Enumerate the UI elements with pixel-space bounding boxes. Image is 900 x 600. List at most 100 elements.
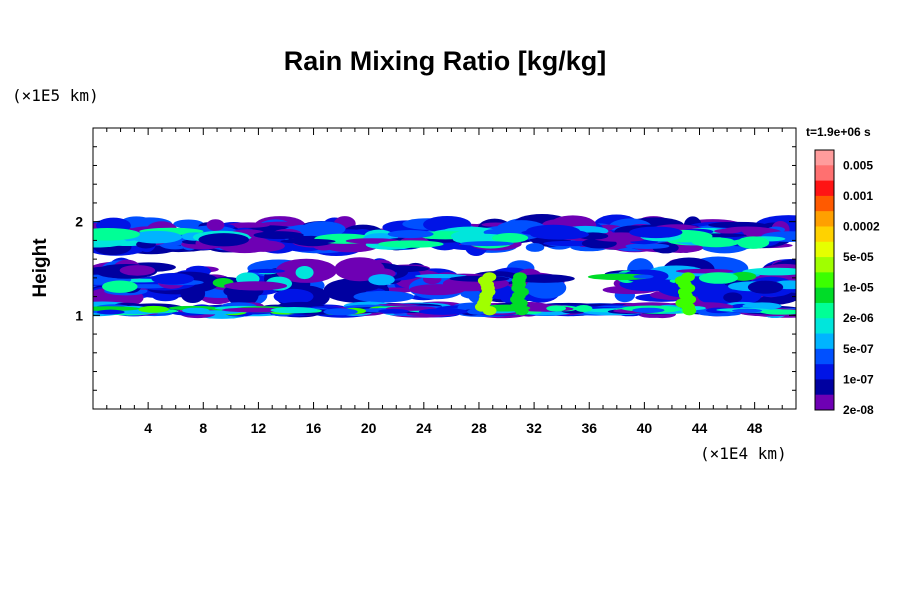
colorbar-swatch <box>815 318 834 334</box>
colorbar-swatch <box>815 165 834 181</box>
x-tick-label: 20 <box>361 420 377 436</box>
lower-layer-core <box>632 307 665 313</box>
middle-layer-core <box>119 265 156 276</box>
upper-layer-core <box>460 241 514 247</box>
colorbar-label: 2e-06 <box>843 311 874 325</box>
middle-layer-core <box>224 281 288 291</box>
colorbar: 0.005 0.001 0.0002 5e-05 1e-05 2e-06 5e-07 1e-0… <box>814 149 880 417</box>
middle-layer-core <box>415 273 467 279</box>
upper-layer-core <box>714 228 742 234</box>
chart-title: Rain Mixing Ratio [kg/kg] <box>283 46 607 76</box>
middle-layer-core <box>151 273 194 285</box>
colorbar-swatch <box>815 348 834 365</box>
colorbar-label: 5e-07 <box>843 342 874 356</box>
middle-layer-core <box>513 274 575 283</box>
colorbar-swatch <box>815 257 834 273</box>
x-scale-label: (×1E4 km) <box>700 444 787 463</box>
colorbar-label: 1e-07 <box>843 372 874 386</box>
upper-layer-core <box>387 230 434 239</box>
convective-tower <box>513 272 527 282</box>
upper-layer-core <box>253 231 304 240</box>
colorbar-label: 0.005 <box>843 158 873 172</box>
colorbar-label: 0.0002 <box>843 219 880 233</box>
lower-layer-core <box>221 307 288 313</box>
colorbar-swatch <box>815 302 834 319</box>
colorbar-label: 5e-05 <box>843 250 874 264</box>
x-tick-label: 36 <box>581 420 597 436</box>
lower-layer-core <box>188 310 241 315</box>
colorbar-label: 1e-05 <box>843 281 874 295</box>
lower-layer-core <box>270 306 318 314</box>
colorbar-swatch <box>815 226 834 243</box>
colorbar-swatch <box>815 150 834 166</box>
middle-layer-core <box>747 280 784 294</box>
lower-layer-core <box>418 308 469 315</box>
lower-layer-core <box>546 305 567 312</box>
middle-layer-cell <box>723 292 743 303</box>
x-tick-label: 24 <box>416 420 432 436</box>
middle-layer-core <box>698 272 738 284</box>
colorbar-swatch <box>815 211 834 227</box>
x-tick-label: 40 <box>637 420 653 436</box>
x-tick-label: 8 <box>199 420 207 436</box>
upper-layer-cell <box>625 243 670 249</box>
rain-field <box>93 214 796 319</box>
lower-layer-core <box>138 305 170 313</box>
colorbar-swatch <box>815 379 834 396</box>
upper-layer-core <box>491 233 529 243</box>
colorbar-swatch <box>815 394 834 411</box>
upper-layer-cell <box>525 243 545 252</box>
lower-layer-cell <box>742 302 782 310</box>
x-tick-label: 28 <box>471 420 487 436</box>
middle-layer-core <box>633 274 654 279</box>
x-tick-label: 4 <box>144 420 152 436</box>
upper-layer-core <box>629 226 683 239</box>
lower-layer-core <box>378 308 409 314</box>
colorbar-swatch <box>815 364 834 380</box>
convective-tower <box>681 272 695 282</box>
y-tick-label: 1 <box>75 307 83 323</box>
lower-layer-cell <box>698 311 741 317</box>
x-tick-label: 48 <box>747 420 763 436</box>
upper-layer-cell <box>206 219 225 231</box>
colorbar-swatch <box>815 272 834 288</box>
colorbar-swatch <box>815 180 834 197</box>
middle-layer-cell <box>353 290 415 303</box>
y-tick-label: 2 <box>75 214 83 230</box>
middle-layer-core <box>587 273 652 281</box>
middle-layer-core <box>102 280 138 293</box>
colorbar-swatch <box>815 241 834 258</box>
x-tick-label: 16 <box>306 420 322 436</box>
colorbar-swatch <box>815 333 834 350</box>
upper-layer-core <box>280 238 336 244</box>
middle-layer-core <box>348 281 380 292</box>
middle-layer-cell <box>273 288 314 305</box>
middle-layer-core <box>248 268 286 274</box>
upper-layer-core <box>198 233 249 247</box>
colorbar-swatch <box>815 195 834 212</box>
time-label: t=1.9e+06 s <box>806 125 871 139</box>
y-scale-label: (×1E5 km) <box>12 86 99 105</box>
upper-layer-core <box>93 227 140 241</box>
x-tick-label: 12 <box>251 420 267 436</box>
lower-layer-core <box>760 309 796 315</box>
middle-layer-core <box>295 265 314 280</box>
upper-layer-cell <box>260 221 307 227</box>
upper-layer-core <box>530 229 589 240</box>
upper-layer-core <box>130 230 183 244</box>
convective-tower <box>482 272 497 282</box>
lower-layer-core <box>731 308 763 313</box>
middle-layer-cell <box>334 257 385 282</box>
upper-layer-cell <box>173 219 204 229</box>
x-tick-label: 32 <box>526 420 542 436</box>
lower-layer-core <box>93 306 140 311</box>
plot-frame <box>92 127 797 410</box>
lower-layer-core <box>323 308 358 316</box>
middle-layer-core <box>742 267 796 276</box>
colorbar-frame <box>814 149 835 411</box>
colorbar-label: 2e-08 <box>843 403 874 417</box>
colorbar-swatch <box>815 287 834 304</box>
lower-layer-core <box>575 305 593 313</box>
upper-layer-core <box>737 236 770 249</box>
